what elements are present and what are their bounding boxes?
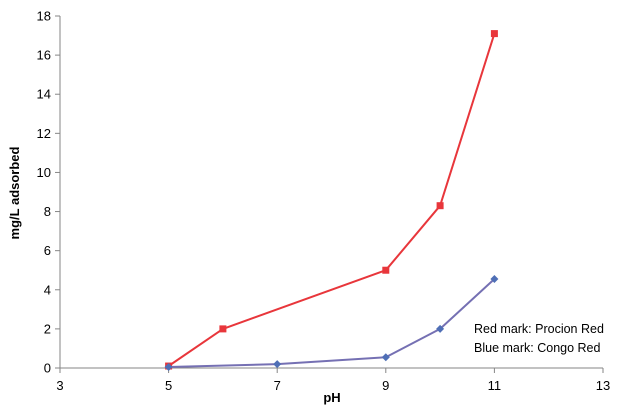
y-tick-label: 18 bbox=[37, 9, 51, 24]
x-tick-label: 11 bbox=[488, 378, 502, 393]
x-tick-label: 9 bbox=[382, 378, 389, 393]
y-tick-label: 6 bbox=[44, 243, 51, 258]
procion-red-point bbox=[436, 202, 444, 210]
procion-red-point bbox=[490, 30, 498, 38]
congo-red-point bbox=[436, 324, 445, 333]
y-tick-label: 2 bbox=[44, 321, 51, 336]
annotation-procion-red: Red mark: Procion Red bbox=[474, 322, 604, 336]
y-tick-label: 10 bbox=[37, 165, 51, 180]
x-tick-label: 13 bbox=[596, 378, 610, 393]
y-tick-label: 0 bbox=[44, 361, 51, 376]
y-tick-label: 4 bbox=[44, 282, 51, 297]
congo-red-series-line bbox=[168, 278, 496, 368]
congo-red-point bbox=[273, 360, 282, 369]
congo-red-point bbox=[381, 353, 390, 362]
procion-red-point bbox=[382, 266, 390, 274]
y-axis-title: mg/L adsorbed bbox=[7, 146, 22, 239]
congo-red-point bbox=[164, 363, 173, 372]
x-tick-label: 5 bbox=[165, 378, 172, 393]
procion-red-series-line bbox=[168, 33, 496, 367]
x-tick-label: 3 bbox=[56, 378, 63, 393]
y-tick-label: 14 bbox=[37, 87, 51, 102]
y-tick-label: 16 bbox=[37, 48, 51, 63]
annotation-congo-red: Blue mark: Congo Red bbox=[474, 341, 601, 355]
procion-red-point bbox=[219, 325, 227, 333]
y-tick-label: 12 bbox=[37, 126, 51, 141]
y-tick-label: 8 bbox=[44, 204, 51, 219]
x-tick-label: 7 bbox=[274, 378, 281, 393]
congo-red-point bbox=[490, 275, 499, 284]
x-axis-title: pH bbox=[323, 390, 340, 405]
